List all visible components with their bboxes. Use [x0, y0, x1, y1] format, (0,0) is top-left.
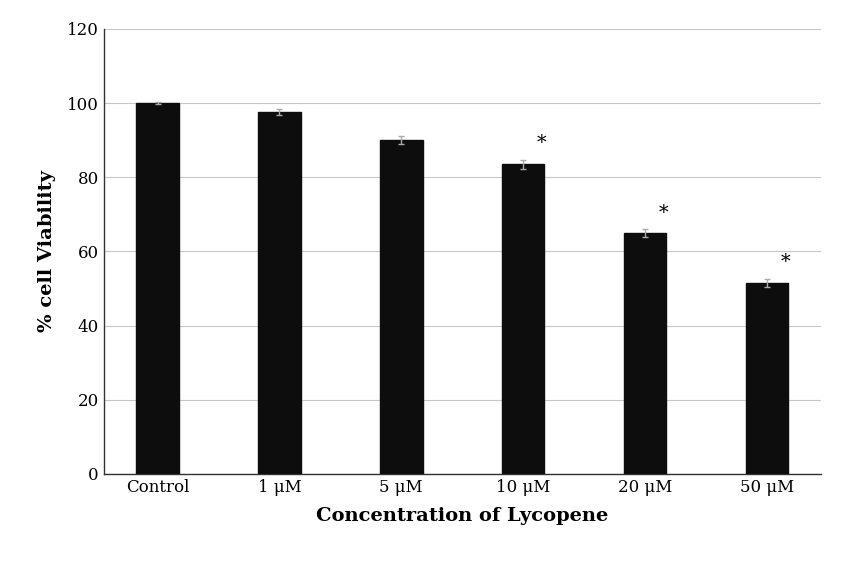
Bar [624, 233, 666, 474]
Bar [746, 283, 788, 474]
Y-axis label: % cell Viability: % cell Viability [38, 171, 56, 332]
Bar [380, 140, 422, 474]
Bar [258, 112, 301, 474]
Bar [137, 103, 179, 474]
Text: *: * [537, 135, 546, 153]
Text: *: * [780, 253, 790, 271]
X-axis label: Concentration of Lycopene: Concentration of Lycopene [316, 507, 608, 525]
Text: *: * [658, 204, 668, 222]
Bar [502, 164, 544, 474]
